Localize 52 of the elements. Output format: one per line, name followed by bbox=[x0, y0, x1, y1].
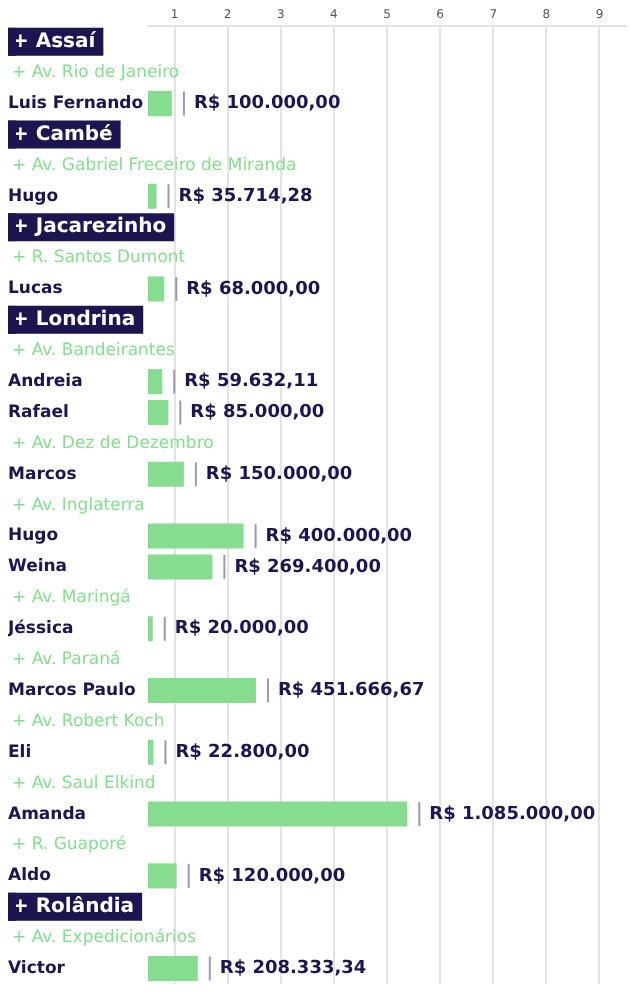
bar bbox=[148, 523, 244, 549]
y-tick-label: Aldo bbox=[8, 866, 52, 887]
data-label: R$ 400.000,00 bbox=[265, 526, 413, 547]
data-label: R$ 208.333,34 bbox=[219, 959, 367, 980]
y-tick-label: Amanda bbox=[8, 804, 87, 825]
bar bbox=[148, 863, 177, 889]
y-tick-label: + Av. Maringá bbox=[12, 588, 131, 609]
y-tick-label: + Av. Inglaterra bbox=[12, 495, 145, 516]
y-tick-label: + Av. Bandeirantes bbox=[12, 341, 176, 362]
data-label: R$ 20.000,00 bbox=[174, 619, 309, 640]
bar bbox=[148, 183, 157, 209]
y-tick-label: + Av. Robert Koch bbox=[12, 711, 165, 732]
data-label: R$ 68.000,00 bbox=[186, 279, 321, 300]
data-label: R$ 100.000,00 bbox=[193, 94, 341, 115]
y-tick-label: + Av. Paraná bbox=[12, 650, 121, 671]
data-label: R$ 22.800,00 bbox=[175, 743, 310, 764]
data-label: R$ 35.714,28 bbox=[178, 186, 313, 207]
bar bbox=[148, 369, 163, 395]
bar bbox=[148, 801, 408, 827]
y-tick-label: + R. Santos Dumont bbox=[12, 248, 187, 269]
y-tick-label: Eli bbox=[8, 742, 32, 763]
bar bbox=[148, 91, 172, 117]
y-tick-label: + Av. Dez de Dezembro bbox=[12, 433, 214, 454]
y-tick-label: Marcos Paulo bbox=[8, 680, 136, 701]
data-label: R$ 451.666,67 bbox=[277, 681, 425, 702]
bar bbox=[148, 276, 165, 302]
y-tick-label: Hugo bbox=[8, 186, 59, 207]
y-tick-label: Weina bbox=[8, 557, 68, 578]
data-label: R$ 1.085.000,00 bbox=[429, 804, 596, 825]
y-tick-label: Victor bbox=[8, 958, 67, 979]
data-label: R$ 150.000,00 bbox=[205, 465, 353, 485]
data-label: R$ 269.400,00 bbox=[234, 557, 381, 578]
y-tick-label: + R. Guaporé bbox=[12, 835, 127, 856]
y-tick-label: Hugo bbox=[8, 526, 59, 547]
y-tick-label: + Av. Expedicionários bbox=[12, 928, 198, 949]
y-tick-label: Lucas bbox=[8, 279, 63, 300]
y-tick-label: + Av. Rio de Janeiro bbox=[12, 63, 180, 84]
data-label: R$ 85.000,00 bbox=[190, 403, 325, 424]
y-tick-label: Rafael bbox=[8, 402, 69, 423]
bar bbox=[148, 554, 213, 580]
bar bbox=[148, 956, 198, 982]
bar bbox=[148, 400, 169, 426]
y-tick-label: Luis Fernando bbox=[8, 94, 144, 115]
bar bbox=[148, 678, 256, 704]
y-tick-label: Marcos bbox=[8, 464, 77, 485]
bar bbox=[148, 739, 154, 765]
y-tick-label: + Av. Saul Elkind bbox=[12, 773, 156, 794]
data-label: R$ 59.632,11 bbox=[184, 372, 319, 393]
y-tick-label: Andreia bbox=[8, 372, 84, 393]
bar bbox=[148, 461, 184, 487]
data-label: R$ 120.000,00 bbox=[198, 866, 346, 887]
y-tick-label: + Av. Gabriel Freceiro de Miranda bbox=[12, 155, 297, 176]
